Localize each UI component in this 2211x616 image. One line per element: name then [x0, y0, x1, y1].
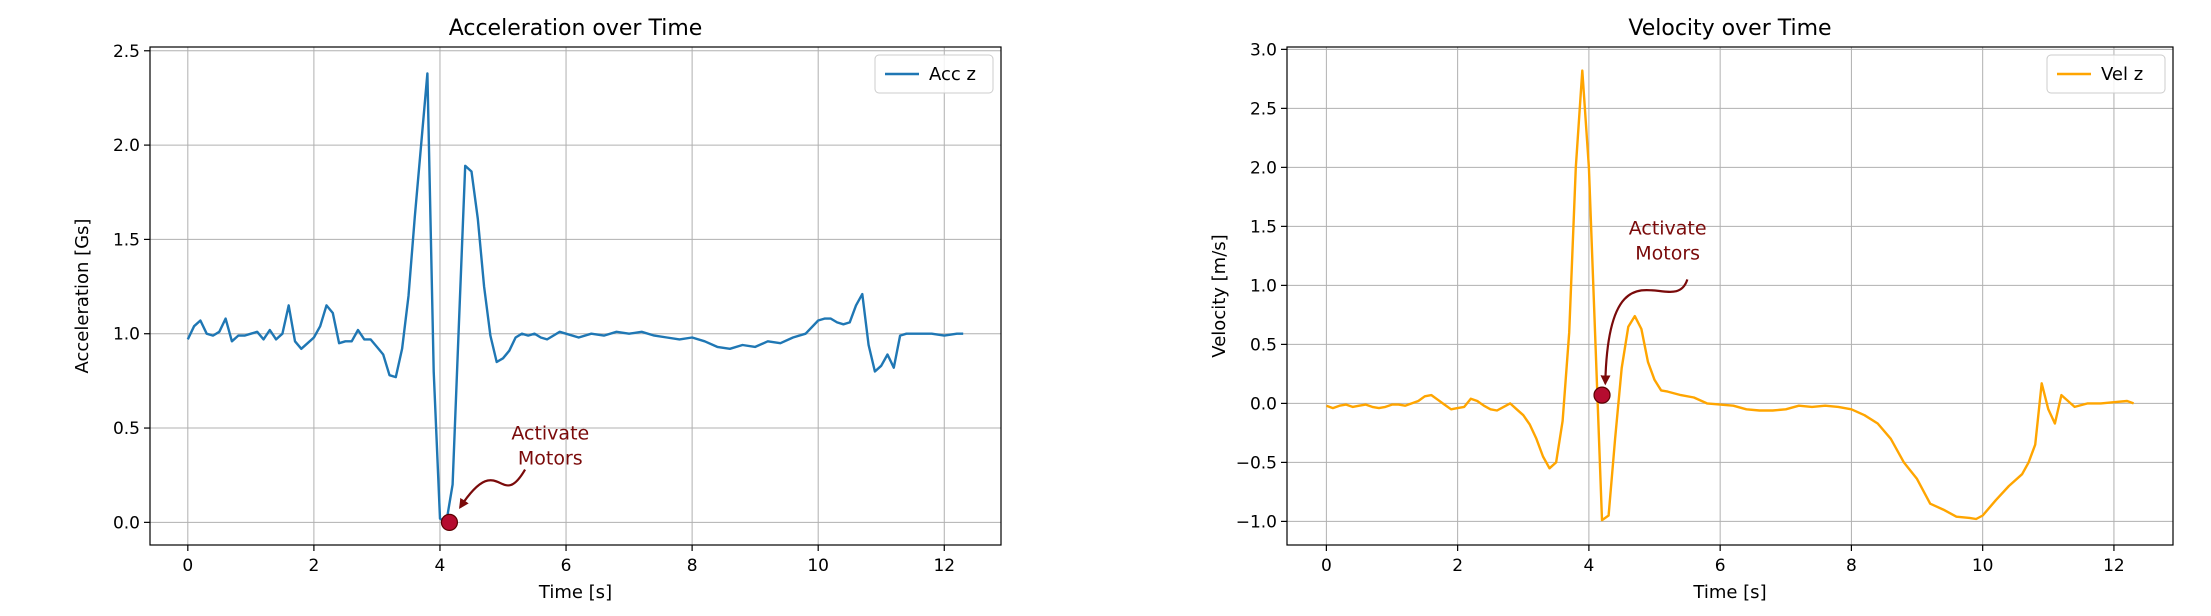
chart-title: Acceleration over Time — [449, 16, 703, 41]
legend-label: Acc z — [929, 64, 976, 85]
x-tick-label: 12 — [2103, 556, 2125, 576]
velocity-chart: 0 2 4 6 8 10 12 −1.0−0.50.00.51.01.52.02.53.0 … — [1209, 16, 2174, 603]
acceleration-chart: 0 2 4 6 8 10 12 0.0 0.5 1.0 1.5 2.0 2.5 Activate Mo… — [72, 16, 1002, 603]
activation-marker — [1593, 386, 1611, 404]
y-tick-label: 2.0 — [1250, 158, 1277, 178]
plot-frame — [149, 46, 1002, 546]
annotation-text-line-2: Motors — [1635, 243, 1700, 265]
x-tick-label: 2 — [308, 556, 319, 576]
x-tick-label: 2 — [1452, 556, 1463, 576]
y-axis-label: Acceleration [Gs] — [72, 219, 93, 374]
x-tick-label: 6 — [561, 556, 572, 576]
grid — [150, 47, 1001, 545]
chart-title: Velocity over Time — [1628, 16, 1831, 41]
legend-label: Vel z — [2101, 64, 2143, 85]
x-tick-label: 0 — [182, 556, 193, 576]
y-tick-label: −1.0 — [1236, 512, 1277, 532]
legend: Acc z — [874, 54, 994, 94]
y-tick-label: 0.0 — [1250, 394, 1277, 414]
y-tick-label: 1.5 — [113, 230, 140, 250]
x-tick-label: 12 — [933, 556, 955, 576]
y-tick-label: 0.5 — [113, 419, 140, 439]
x-tick-label: 0 — [1321, 556, 1332, 576]
activation-marker — [440, 513, 459, 531]
grid — [1287, 47, 2173, 545]
y-tick-label: 2.0 — [113, 136, 140, 156]
series-line-vel-z — [1325, 69, 2135, 522]
legend: Vel z — [2046, 54, 2166, 94]
y-tick-label: 1.5 — [1250, 217, 1277, 237]
y-tick-label: 3.0 — [1250, 40, 1277, 60]
x-axis-label: Time [s] — [538, 582, 612, 603]
x-axis-label: Time [s] — [1692, 582, 1766, 603]
annotation-text-line-1: Activate — [1629, 218, 1707, 240]
x-ticks: 0 2 4 6 8 10 12 — [1321, 545, 2125, 576]
legend-box — [874, 54, 994, 94]
x-tick-label: 4 — [435, 556, 446, 576]
x-tick-label: 10 — [1972, 556, 1994, 576]
x-tick-label: 8 — [687, 556, 698, 576]
x-tick-label: 4 — [1583, 556, 1594, 576]
plot-frame — [1286, 46, 2174, 546]
legend-box — [2046, 54, 2166, 94]
y-tick-label: 1.0 — [1250, 276, 1277, 296]
y-tick-label: 0.0 — [113, 513, 140, 533]
series-line-acc-z — [186, 72, 964, 524]
x-tick-label: 10 — [807, 556, 829, 576]
annotation-arrow — [1600, 279, 1689, 386]
x-tick-label: 6 — [1715, 556, 1726, 576]
y-tick-label: 2.5 — [113, 42, 140, 62]
annotation-text-line-1: Activate — [511, 422, 589, 444]
y-tick-label: 2.5 — [1250, 99, 1277, 119]
x-ticks: 0 2 4 6 8 10 12 — [182, 545, 955, 576]
y-tick-label: 0.5 — [1250, 335, 1277, 355]
annotation-arrow — [459, 468, 527, 509]
y-tick-label: −0.5 — [1236, 453, 1277, 473]
y-tick-label: 1.0 — [113, 325, 140, 345]
y-ticks: −1.0 −0.5 0.0 0.5 1.0 1.5 2.0 2.5 3.0 — [1236, 40, 1287, 532]
x-tick-label: 8 — [1846, 556, 1857, 576]
y-axis-label: Velocity [m/s] — [1209, 234, 1230, 357]
y-ticks: 0.0 0.5 1.0 1.5 2.0 2.5 — [113, 42, 150, 533]
annotation-text-line-2: Motors — [518, 447, 583, 469]
